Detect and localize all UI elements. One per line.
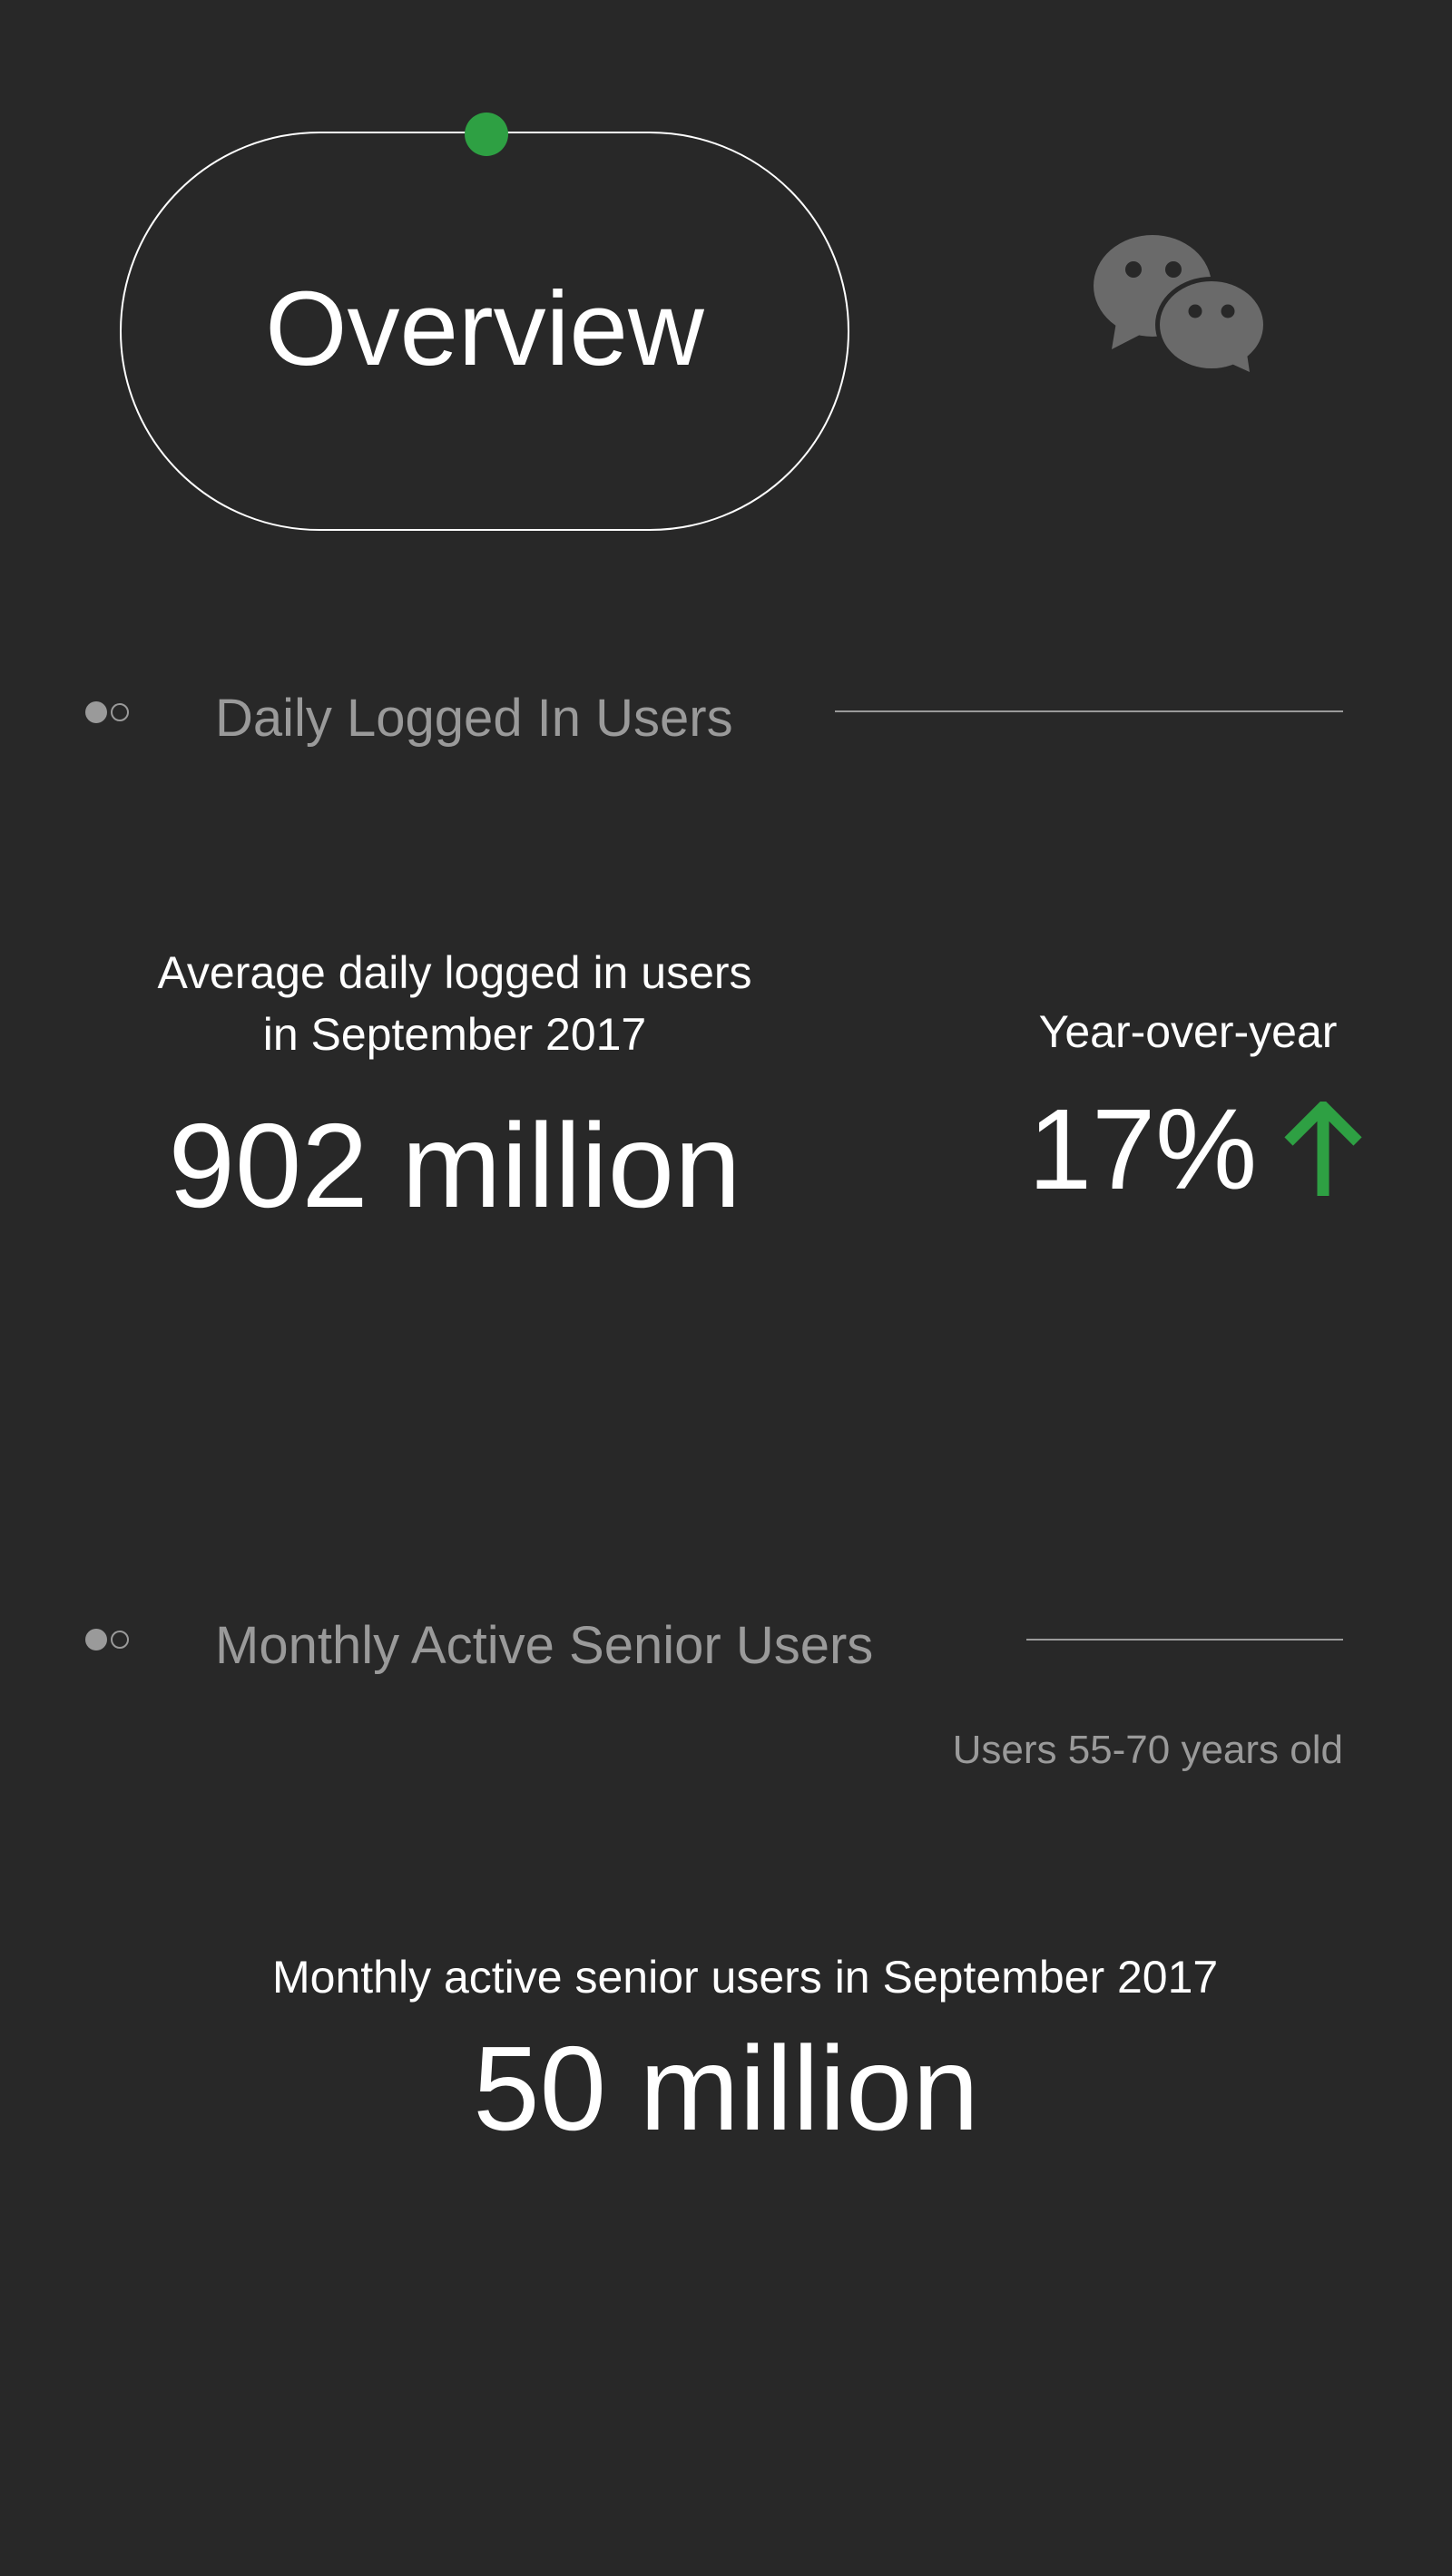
yoy-label: Year-over-year (1038, 1006, 1338, 1057)
metric-value-senior: 50 million (473, 2022, 979, 2155)
section-bullet-icon (85, 1629, 129, 1650)
yoy-value: 17% (1028, 1085, 1258, 1213)
divider (1026, 1639, 1343, 1641)
age-note: Users 55-70 years old (952, 1728, 1343, 1772)
metric-label-line2: in September 2017 (262, 1009, 647, 1060)
page-title: Overview (265, 269, 704, 387)
metric-value-daily: 902 million (168, 1099, 741, 1232)
arrow-up-icon (1283, 1098, 1363, 1202)
section-title-senior: Monthly Active Senior Users (215, 1616, 874, 1675)
wechat-icon (1094, 231, 1270, 381)
metric-label-senior: Monthly active senior users in September… (272, 1952, 1219, 2003)
section-bullet-icon (85, 701, 129, 723)
metric-label-line1: Average daily logged in users (157, 947, 752, 998)
section-title-daily: Daily Logged In Users (215, 689, 733, 748)
status-dot (465, 113, 508, 156)
divider (835, 710, 1343, 712)
